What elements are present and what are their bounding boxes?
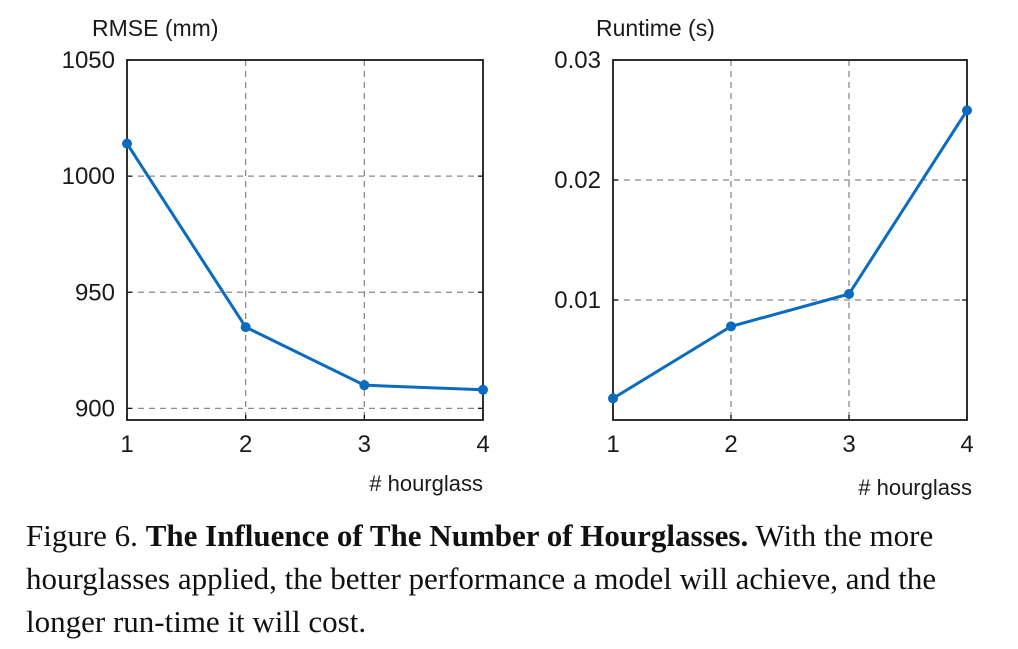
rmse-x-tick-label: 2 [239, 431, 252, 458]
caption-title: The Influence of The Number of Hourglass… [145, 518, 749, 553]
rmse-series-line [125, 142, 484, 392]
rmse-data-point [240, 322, 251, 333]
rmse-axes-box [126, 59, 484, 421]
rmse-title: RMSE (mm) [92, 15, 218, 41]
rmse-data-point [122, 138, 132, 149]
runtime-x-tick-label: 3 [842, 431, 855, 458]
rmse-x-axis-label: # hourglass [369, 471, 483, 496]
rmse-x-tick-label: 1 [120, 431, 133, 458]
runtime-data-point [962, 105, 972, 116]
rmse-y-tick-label: 1000 [62, 163, 115, 190]
runtime-title: Runtime (s) [596, 15, 715, 41]
rmse-y-tick-label: 900 [75, 395, 115, 422]
rmse-data-point [359, 380, 370, 391]
runtime-data-point [608, 393, 618, 404]
runtime-data-point [726, 321, 736, 332]
rmse-y-tick-label: 950 [75, 279, 115, 306]
runtime-data-point [844, 289, 854, 299]
rmse-x-tick-label: 4 [476, 431, 489, 458]
runtime-y-tick-label: 0.02 [554, 167, 601, 194]
figure-caption: Figure 6. The Influence of The Number of… [26, 514, 1006, 643]
runtime-y-tick-label: 0.01 [554, 287, 601, 314]
caption-text: With the more hourglasses applied, the b… [26, 518, 937, 639]
rmse-y-tick-label: 1050 [62, 47, 115, 74]
runtime-x-tick-label: 2 [724, 431, 737, 458]
runtime-x-tick-label: 4 [960, 431, 973, 458]
runtime-x-axis-label: # hourglass [858, 475, 972, 500]
runtime-axes-box [612, 59, 968, 421]
rmse-data-point [478, 384, 488, 395]
rmse-x-tick-label: 3 [358, 431, 371, 458]
caption-label: Figure 6. [26, 518, 138, 553]
runtime-series-line [612, 109, 969, 400]
runtime-x-tick-label: 1 [606, 431, 619, 458]
runtime-y-tick-label: 0.03 [554, 47, 601, 74]
